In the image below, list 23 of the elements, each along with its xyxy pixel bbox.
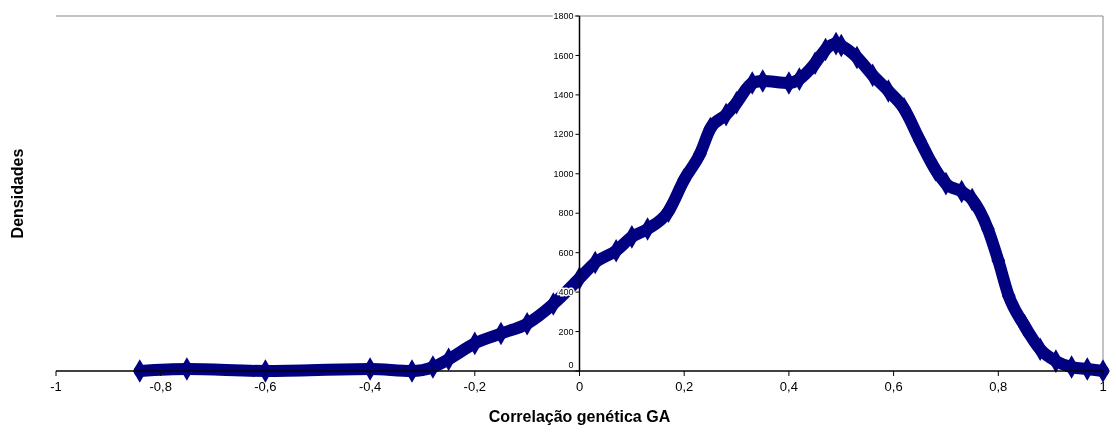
x-axis-title: Correlação genética GA xyxy=(488,408,671,425)
y-tick-label: 800 xyxy=(558,208,574,219)
x-tick-label: -0,4 xyxy=(358,379,382,394)
y-axis-title: Densidades xyxy=(9,148,26,239)
y-tick-label: 200 xyxy=(558,326,574,337)
y-tick-label: 600 xyxy=(558,247,574,258)
y-tick-label: 0 xyxy=(568,360,574,371)
x-tick-label: -0,8 xyxy=(149,379,172,394)
x-tick-label: 0,2 xyxy=(675,379,694,394)
x-tick-label: -0,6 xyxy=(254,379,277,394)
x-tick-label: 0,8 xyxy=(989,379,1008,394)
x-tick-label: 0,4 xyxy=(779,379,798,394)
x-tick-label: 0,6 xyxy=(884,379,903,394)
x-tick-label: -0,2 xyxy=(463,379,486,394)
x-tick-label: -1 xyxy=(50,379,62,394)
y-tick-label: 1000 xyxy=(553,168,574,179)
y-tick-label: 1400 xyxy=(553,90,574,101)
y-tick-label: 400 xyxy=(558,287,574,298)
y-tick-label: 1800 xyxy=(553,11,574,22)
y-tick-label: 1200 xyxy=(553,129,574,140)
y-tick-label: 1600 xyxy=(553,50,574,61)
x-tick-label: 1 xyxy=(1099,379,1107,394)
x-tick-label: 0 xyxy=(575,379,584,394)
